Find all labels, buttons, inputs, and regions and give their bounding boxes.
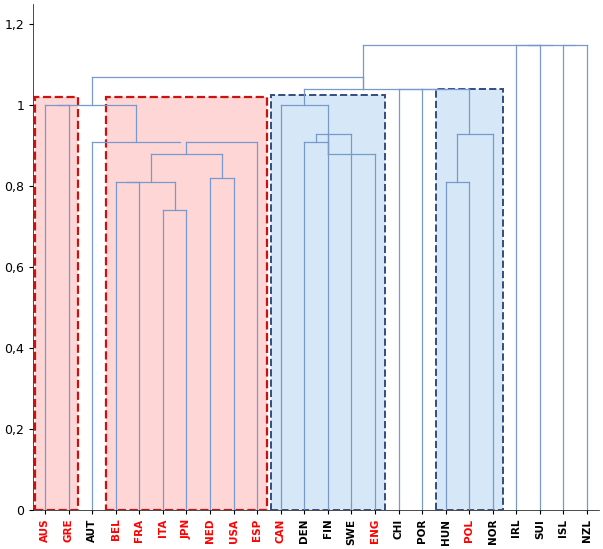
FancyBboxPatch shape [271,95,385,509]
FancyBboxPatch shape [436,89,503,509]
FancyBboxPatch shape [35,97,78,509]
FancyBboxPatch shape [106,97,267,509]
